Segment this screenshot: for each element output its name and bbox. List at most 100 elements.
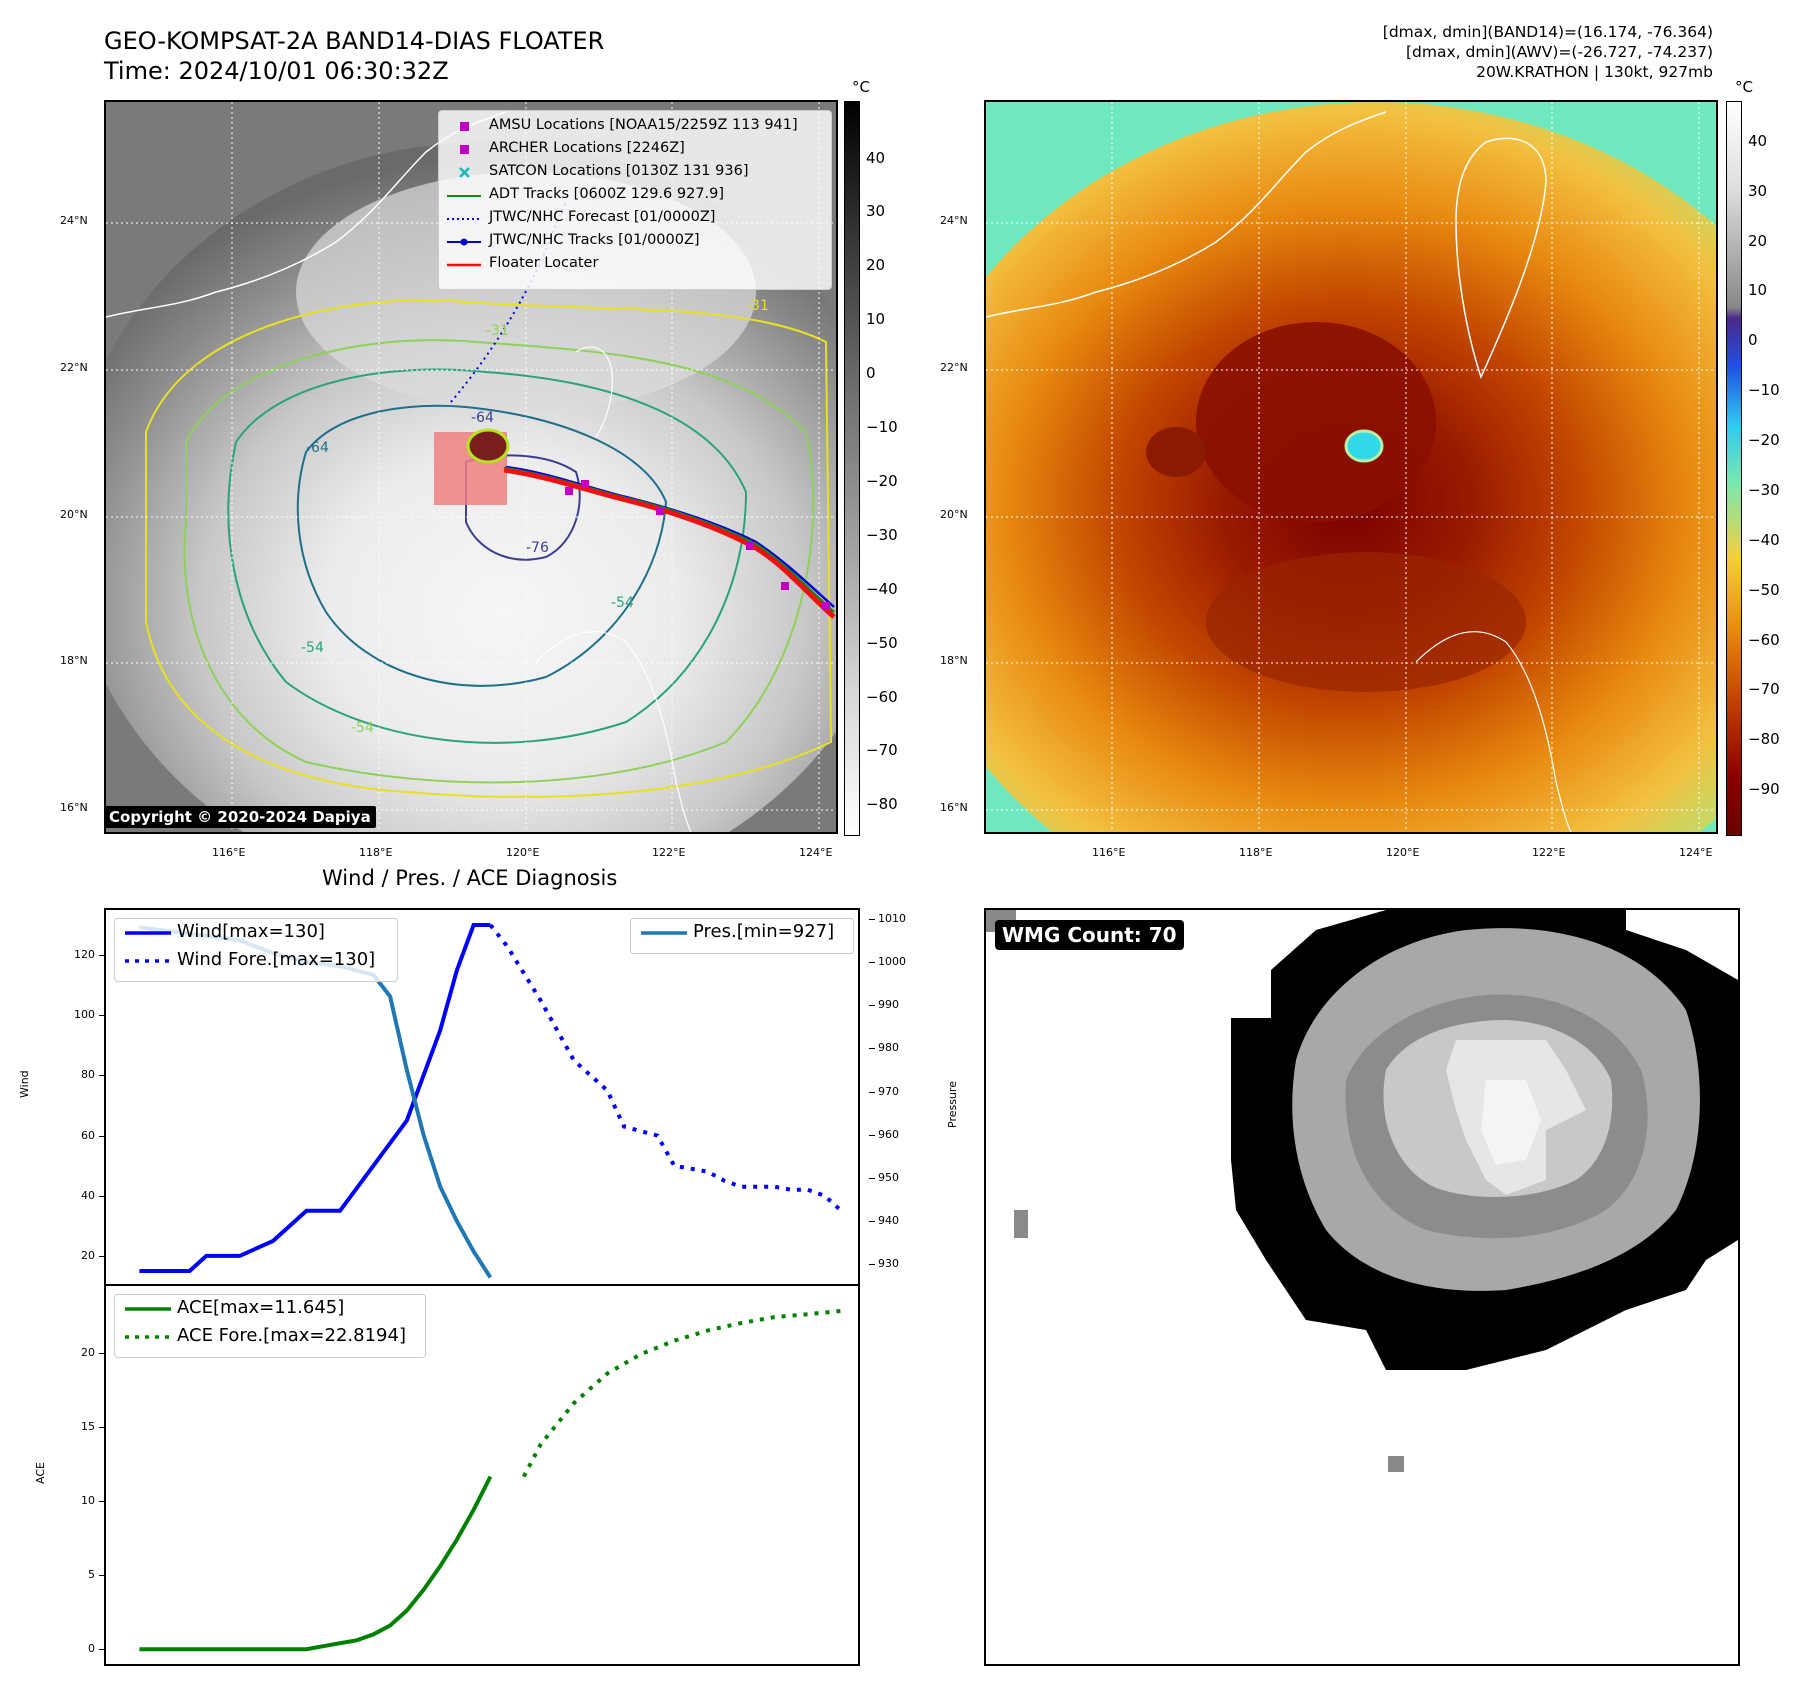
lon-tick: 116°E xyxy=(1092,846,1126,859)
y-tick-label: 1000 xyxy=(878,954,906,968)
y-tick-mark xyxy=(99,1195,105,1197)
y-tick-label: 1010 xyxy=(878,911,906,925)
lat-tick: 18°N xyxy=(940,654,968,667)
contour-labels: -31 -31 -64 -76 -54 -54 -54 -64 xyxy=(301,298,769,736)
colorbar-tick: 20 xyxy=(866,256,886,275)
awv-colorbar-unit: °C xyxy=(1735,78,1753,96)
colorbar-tick: 0 xyxy=(866,364,876,383)
y-tick-mark xyxy=(99,1352,105,1354)
y-tick-label: 5 xyxy=(88,1568,95,1582)
contour-label: -54 xyxy=(351,720,374,736)
colorbar-tick: 0 xyxy=(1748,331,1758,350)
colorbar-tick: −30 xyxy=(866,525,898,544)
colorbar-tick: −80 xyxy=(1748,730,1780,749)
pressure-axis-label: Pressure xyxy=(946,1081,959,1128)
awv-map-panel[interactable] xyxy=(984,100,1718,834)
lat-tick: 24°N xyxy=(940,214,968,227)
stats-block: [dmax, dmin](BAND14)=(16.174, -76.364) [… xyxy=(1383,22,1713,82)
colorbar-tick: −40 xyxy=(1748,530,1780,549)
wind-legend: Wind[max=130] Wind Fore.[max=130] xyxy=(114,918,398,982)
legend-amsu: AMSU Locations [NOAA15/2259Z 113 941] xyxy=(439,115,831,138)
legend-satcon: SATCON Locations [0130Z 131 936] xyxy=(439,161,831,184)
ir-colorbar-unit: °C xyxy=(852,78,870,96)
colorbar-tick: −20 xyxy=(866,471,898,490)
ir-contours xyxy=(145,299,833,798)
y-tick-mark xyxy=(869,1134,875,1136)
wind-pres-panel[interactable]: Wind[max=130] Wind Fore.[max=130] Pres.[… xyxy=(104,908,860,1286)
colorbar-tick: 10 xyxy=(866,310,886,329)
awv-map-svg xyxy=(986,102,1716,832)
y-tick-mark xyxy=(869,1221,875,1223)
y-tick-mark xyxy=(99,1500,105,1502)
copyright-badge: Copyright © 2020-2024 Dapiya xyxy=(104,806,376,828)
colorbar-tick: −10 xyxy=(1748,381,1780,400)
y-tick-label: 0 xyxy=(88,1642,95,1656)
lon-tick: 118°E xyxy=(1239,846,1273,859)
colorbar-tick: 30 xyxy=(866,202,886,221)
series-line-ace-max- xyxy=(139,1475,493,1652)
y-tick-label: 960 xyxy=(878,1127,899,1141)
legend-ace: ACE[max=11.645] xyxy=(177,1297,345,1318)
lat-tick: 22°N xyxy=(60,361,88,374)
wmg-count-badge: WMG Count: 70 xyxy=(995,920,1184,950)
lon-tick: 120°E xyxy=(1386,846,1420,859)
legend-pressure: Pres.[min=927] xyxy=(693,921,835,942)
y-tick-label: 80 xyxy=(81,1068,95,1082)
y-tick-label: 20 xyxy=(81,1345,95,1359)
legend-jtwc-tracks: JTWC/NHC Tracks [01/0000Z] xyxy=(439,230,831,253)
y-tick-mark xyxy=(99,1649,105,1651)
stats-awv: [dmax, dmin](AWV)=(-26.727, -74.237) xyxy=(1406,43,1713,61)
awv-eye xyxy=(1344,429,1384,463)
coastline-taiwan xyxy=(1455,137,1547,380)
colorbar-tick: −20 xyxy=(1748,431,1780,450)
lat-tick: 20°N xyxy=(940,508,968,521)
colorbar-tick: 30 xyxy=(1748,181,1768,200)
storm-eye-marker xyxy=(466,428,510,464)
awv-gridlines xyxy=(986,102,1716,832)
y-tick-mark xyxy=(869,1091,875,1093)
legend-archer: ARCHER Locations [2246Z] xyxy=(439,138,831,161)
awv-colorbar xyxy=(1726,101,1742,836)
y-tick-label: 60 xyxy=(81,1128,95,1142)
lon-tick: 124°E xyxy=(799,846,833,859)
legend-wind-forecast: Wind Fore.[max=130] xyxy=(177,949,376,970)
y-tick-mark xyxy=(99,955,105,957)
y-tick-label: 20 xyxy=(81,1248,95,1262)
legend-floater: Floater Locater xyxy=(447,255,599,271)
lon-tick: 124°E xyxy=(1679,846,1713,859)
figure-title: GEO-KOMPSAT-2A BAND14-DIAS FLOATER Time:… xyxy=(104,26,604,86)
colorbar-tick: −30 xyxy=(1748,480,1780,499)
wmg-panel[interactable] xyxy=(984,908,1740,1666)
colorbar-tick: −50 xyxy=(866,633,898,652)
title-time: Time: 2024/10/01 06:30:32Z xyxy=(104,57,449,85)
lat-tick: 16°N xyxy=(940,801,968,814)
series-line-wind-fore-max- xyxy=(488,923,843,1213)
contour-label: -31 xyxy=(746,298,769,314)
colorbar-tick: 20 xyxy=(1748,231,1768,250)
colorbar-tick: −70 xyxy=(1748,680,1780,699)
lon-tick: 122°E xyxy=(652,846,686,859)
ace-axis-label: ACE xyxy=(34,1462,47,1484)
ace-legend: ACE[max=11.645] ACE Fore.[max=22.8194] xyxy=(114,1294,426,1358)
floater-track xyxy=(503,467,836,619)
y-tick-label: 990 xyxy=(878,998,899,1012)
coastline-luzon xyxy=(535,631,692,832)
title-satellite: GEO-KOMPSAT-2A BAND14-DIAS FLOATER xyxy=(104,27,605,55)
colorbar-tick: −10 xyxy=(866,418,898,437)
pres-legend: Pres.[min=927] xyxy=(630,918,854,954)
stats-band14: [dmax, dmin](BAND14)=(16.174, -76.364) xyxy=(1382,23,1713,41)
contour-label: -54 xyxy=(611,595,634,611)
y-tick-label: 10 xyxy=(81,1493,95,1507)
y-tick-label: 40 xyxy=(81,1188,95,1202)
colorbar-tick: −70 xyxy=(866,741,898,760)
colorbar-tick: −60 xyxy=(866,687,898,706)
colorbar-tick: 10 xyxy=(1748,281,1768,300)
lat-tick: 18°N xyxy=(60,654,88,667)
y-tick-label: 980 xyxy=(878,1041,899,1055)
colorbar-tick: −60 xyxy=(1748,630,1780,649)
ace-panel[interactable]: ACE[max=11.645] ACE Fore.[max=22.8194] xyxy=(104,1284,860,1666)
contour-label: -64 xyxy=(471,410,494,426)
ir-map-panel[interactable]: -31 -31 -64 -76 -54 -54 -54 -64 AMSU Loc… xyxy=(104,100,838,834)
y-tick-label: 100 xyxy=(74,1008,95,1022)
y-tick-mark xyxy=(99,1135,105,1137)
